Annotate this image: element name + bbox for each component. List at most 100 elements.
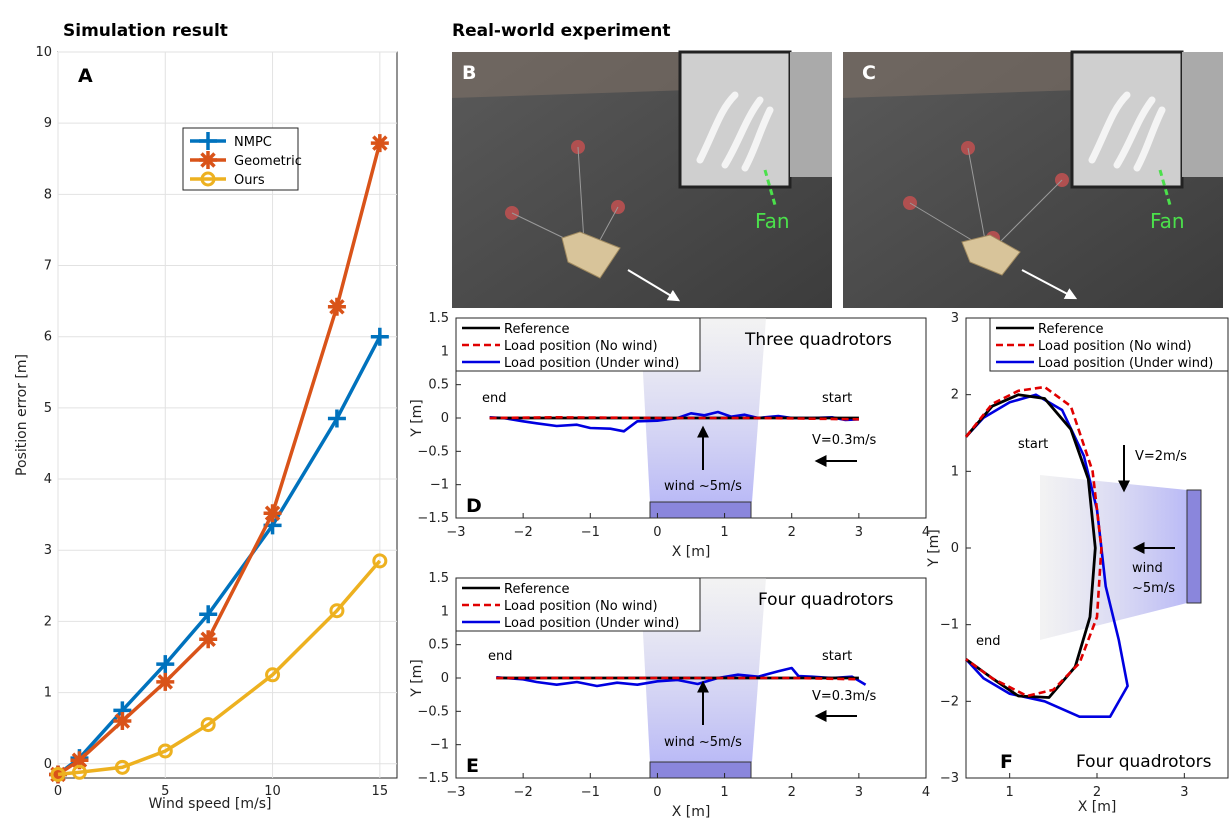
chart-a-legend-label: NMPC: [234, 135, 272, 150]
chart-a-y-tick-label: 3: [44, 543, 52, 558]
photo-b-load-box: [561, 231, 621, 279]
chart-a-geometric-point: [70, 751, 89, 770]
photo-b: Fan B: [452, 50, 832, 308]
chart-e-velocity-label: V=0.3m/s: [812, 689, 877, 704]
photo-c-load-box: [961, 234, 1021, 276]
chart-a-ours-point: [372, 553, 388, 569]
chart-e-y-tick-label: 1.5: [428, 571, 449, 586]
chart-f: 1 2 3 3 2 1 0 −1 −2 −3 V=2m/s wind ~5m/s start en…: [926, 311, 1229, 815]
chart-f-fan-block: [1186, 489, 1202, 604]
photo-b-panel-label: B: [462, 62, 476, 84]
chart-e-x-tick-label: 3: [855, 785, 863, 800]
chart-e-x-tick-label: 2: [788, 785, 796, 800]
chart-a-ticks: 0 5 10 15 0 1 2 3 4 5 6 7 8 9 10: [35, 45, 388, 799]
chart-a-legend-label: Ours: [234, 173, 265, 188]
photo-b-direction-arrow: [627, 269, 681, 302]
chart-f-series: [964, 385, 1129, 719]
photo-c-fan-unit: [1070, 50, 1184, 189]
chart-d-series: [489, 410, 859, 433]
chart-a-y-tick-label: 7: [44, 259, 52, 274]
chart-d-x-tick-label: 0: [653, 525, 661, 540]
chart-a-y-tick-label: 0: [44, 757, 52, 772]
chart-e-x-tick-label: 0: [653, 785, 661, 800]
chart-a-ours-point: [329, 603, 345, 619]
chart-e-title: Four quadrotors: [758, 590, 894, 610]
chart-a-grid: [57, 51, 397, 778]
chart-f-legend-label: Load position (No wind): [1038, 339, 1192, 354]
photo-b-cables: [511, 146, 619, 243]
photo-c-fan-pointer: [1158, 169, 1172, 206]
chart-a-legend: NMPC Geometric Ours: [182, 127, 302, 191]
chart-d-x-tick-label: −2: [514, 525, 533, 540]
chart-e-x-tick-label: −2: [514, 785, 533, 800]
chart-a-x-tick-label: 10: [264, 784, 281, 799]
photo-b-ribbons: [696, 91, 774, 172]
real-world-heading: Real-world experiment: [452, 21, 671, 41]
chart-a-ours-point: [157, 743, 173, 759]
chart-f-x-tick-label: 1: [1006, 785, 1014, 800]
chart-f-y-tick-label: −1: [940, 618, 959, 633]
chart-f-wind-label: wind ~5m/s: [1132, 561, 1175, 596]
chart-a-geometric-point: [156, 672, 175, 691]
chart-a-ours-point: [200, 717, 216, 733]
chart-a-geometric-point: [113, 712, 132, 731]
chart-a-legend-marker: [200, 171, 216, 187]
chart-d-x-tick-label: 4: [922, 525, 930, 540]
chart-e-y-tick-label: −0.5: [417, 704, 449, 719]
chart-e-y-tick-label: 1: [441, 604, 449, 619]
chart-a-y-tick-label: 1: [44, 686, 52, 701]
chart-a-legend-marker: [199, 151, 217, 169]
chart-e-x-label: X [m]: [672, 804, 711, 820]
chart-a-nmpc-point: [370, 327, 389, 346]
photo-b-fan-pointer: [763, 169, 777, 206]
chart-d-y-tick-label: −0.5: [417, 444, 449, 459]
chart-f-legend-label: Load position (Under wind): [1038, 356, 1213, 371]
chart-d-y-tick-label: 0: [441, 411, 449, 426]
chart-d-legend-label: Load position (Under wind): [504, 356, 679, 371]
chart-f-series-line: [964, 393, 1097, 699]
chart-e-start-label: start: [822, 649, 852, 664]
chart-d-y-tick-label: 1.5: [428, 311, 449, 326]
chart-a-nmpc-point: [156, 655, 175, 674]
chart-a-x-label: Wind speed [m/s]: [149, 796, 272, 812]
chart-d-legend-label: Reference: [504, 322, 569, 337]
chart-d-x-label: X [m]: [672, 544, 711, 560]
chart-a-nmpc-point: [327, 409, 346, 428]
chart-a-y-tick-label: 6: [44, 330, 52, 345]
chart-e-panel-label: E: [466, 755, 479, 777]
chart-d-ticks: −3 −2 −1 0 1 2 3 4 1.5 1 0.5 0 −0.5 −1 −1.5: [417, 311, 930, 540]
chart-a-geometric-point: [199, 630, 218, 649]
chart-d-y-label: Y [m]: [409, 399, 425, 438]
chart-a-nmpc-point: [199, 605, 218, 624]
chart-f-y-tick-label: 1: [951, 464, 959, 479]
photo-c-panel-label: C: [862, 62, 876, 84]
chart-e-end-label: end: [488, 649, 513, 664]
chart-e-x-tick-label: 4: [922, 785, 930, 800]
chart-e-legend-label: Reference: [504, 582, 569, 597]
chart-e-y-label: Y [m]: [409, 659, 425, 698]
chart-f-y-tick-label: −2: [940, 694, 959, 709]
chart-f-series-line: [964, 385, 1103, 698]
chart-f-y-tick-label: 2: [951, 388, 959, 403]
chart-a: 0 5 10 15 0 1 2 3 4 5 6 7 8 9 10 A Wind speed [m/s] Po…: [14, 45, 398, 812]
chart-d-start-label: start: [822, 391, 852, 406]
chart-d-x-tick-label: 2: [788, 525, 796, 540]
chart-a-geometric-point: [327, 297, 346, 316]
chart-d-legend: Reference Load position (No wind) Load pos…: [455, 317, 701, 372]
photo-c-fan-label: Fan: [1150, 209, 1185, 233]
photo-c-direction-arrow: [1021, 269, 1078, 300]
chart-d-x-tick-label: 3: [855, 525, 863, 540]
chart-f-x-tick-label: 2: [1093, 785, 1101, 800]
chart-d-x-tick-label: −3: [446, 525, 465, 540]
chart-f-y-tick-label: 0: [951, 541, 959, 556]
chart-a-y-tick-label: 4: [44, 472, 52, 487]
chart-e-x-tick-label: −1: [581, 785, 600, 800]
chart-d-panel-label: D: [466, 495, 482, 517]
chart-e-y-tick-label: 0.5: [428, 638, 449, 653]
photo-b-fan-unit: [678, 50, 792, 189]
chart-f-velocity-label: V=2m/s: [1135, 449, 1187, 464]
chart-e-y-tick-label: −1: [430, 738, 449, 753]
chart-d-end-label: end: [482, 391, 507, 406]
chart-f-ticks: 1 2 3 3 2 1 0 −1 −2 −3: [940, 311, 1189, 800]
chart-f-legend: Reference Load position (No wind) Load pos…: [989, 317, 1229, 372]
